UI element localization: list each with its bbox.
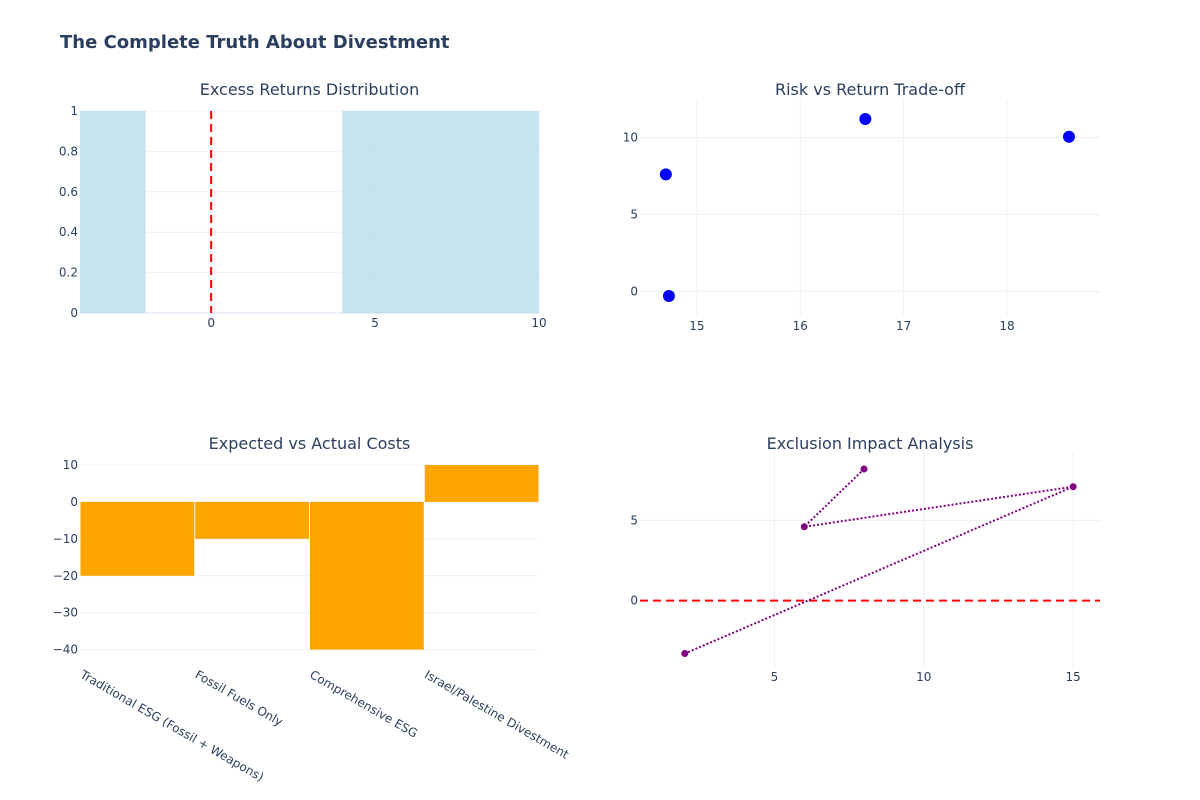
y-tick-label: 0 bbox=[70, 306, 78, 320]
y-tick-label: 0.2 bbox=[59, 266, 78, 280]
histogram-bar bbox=[342, 111, 539, 313]
scatter-point bbox=[662, 289, 675, 302]
subplot-title: Excess Returns Distribution bbox=[200, 80, 420, 99]
x-category-label: Fossil Fuels Only bbox=[193, 667, 286, 729]
y-tick-label: 10 bbox=[623, 130, 638, 144]
subplot-title: Expected vs Actual Costs bbox=[209, 434, 411, 453]
x-tick-label: 10 bbox=[916, 670, 931, 684]
cost-bar bbox=[310, 501, 424, 650]
page-title: The Complete Truth About Divestment bbox=[60, 32, 450, 53]
subplot-title: Risk vs Return Trade-off bbox=[775, 80, 966, 99]
line-point bbox=[681, 650, 689, 658]
x-tick-label: 15 bbox=[689, 319, 704, 333]
y-tick-label: −30 bbox=[53, 606, 78, 620]
x-tick-label: 5 bbox=[771, 670, 779, 684]
x-tick-label: 16 bbox=[793, 319, 808, 333]
x-tick-label: 18 bbox=[999, 319, 1014, 333]
cost-bar bbox=[195, 501, 309, 539]
scatter-point bbox=[859, 113, 872, 126]
scatter-point bbox=[659, 168, 672, 181]
cost-bar bbox=[424, 465, 539, 502]
line-point bbox=[1069, 483, 1077, 491]
line-point bbox=[860, 465, 868, 473]
series-line bbox=[684, 468, 1074, 655]
x-tick-label: 10 bbox=[531, 316, 546, 330]
y-tick-label: −20 bbox=[53, 569, 78, 583]
line-point bbox=[800, 523, 808, 531]
scatter-point bbox=[1062, 130, 1075, 143]
x-tick-label: 17 bbox=[896, 319, 911, 333]
y-tick-label: 5 bbox=[630, 513, 638, 527]
y-tick-label: 0 bbox=[630, 284, 638, 298]
y-tick-label: 0.8 bbox=[59, 144, 78, 158]
x-tick-label: 5 bbox=[371, 316, 379, 330]
x-category-label: Comprehensive ESG bbox=[307, 667, 420, 740]
histogram-bar bbox=[80, 111, 146, 313]
y-tick-label: 10 bbox=[63, 458, 78, 472]
y-tick-label: −10 bbox=[53, 532, 78, 546]
y-tick-label: −40 bbox=[53, 643, 78, 657]
x-category-label: Traditional ESG (Fossil + Weapons) bbox=[77, 667, 266, 784]
y-tick-label: 1 bbox=[70, 104, 78, 118]
y-tick-label: 5 bbox=[630, 207, 638, 221]
x-tick-label: 0 bbox=[207, 316, 215, 330]
x-tick-label: 15 bbox=[1065, 670, 1080, 684]
cost-bar bbox=[80, 501, 195, 576]
x-category-label: Israel/Palestine Divestment bbox=[422, 667, 571, 761]
subplot-title: Exclusion Impact Analysis bbox=[767, 434, 974, 453]
y-tick-label: 0 bbox=[70, 495, 78, 509]
y-tick-label: 0 bbox=[630, 594, 638, 608]
y-tick-label: 0.4 bbox=[59, 225, 78, 239]
y-tick-label: 0.6 bbox=[59, 185, 78, 199]
